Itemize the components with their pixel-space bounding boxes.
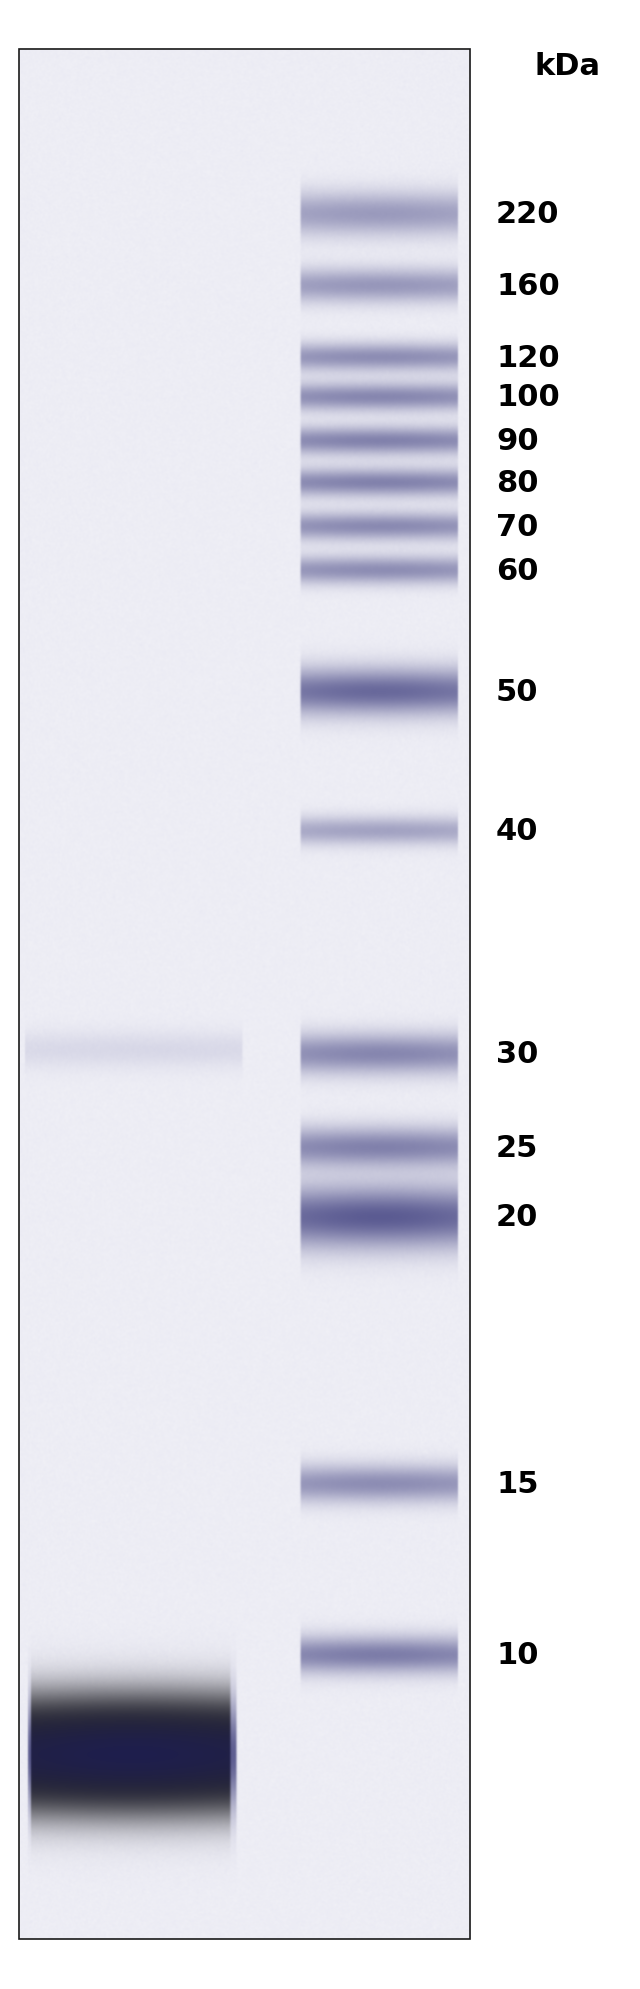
Text: 40: 40 [496, 817, 538, 845]
Text: 50: 50 [496, 678, 538, 706]
Text: 25: 25 [496, 1134, 538, 1162]
Bar [19, 50, 470, 1939]
Text: 10: 10 [496, 1641, 538, 1669]
Text: 70: 70 [496, 513, 538, 541]
Text: 100: 100 [496, 384, 560, 412]
Text: 90: 90 [496, 428, 539, 455]
Text: 60: 60 [496, 557, 538, 585]
Text: 120: 120 [496, 344, 559, 372]
Text: 20: 20 [496, 1203, 538, 1231]
Text: 30: 30 [496, 1040, 538, 1068]
Text: 160: 160 [496, 272, 560, 300]
Text: 80: 80 [496, 469, 538, 497]
Text: kDa: kDa [534, 52, 600, 82]
Text: 220: 220 [496, 201, 559, 229]
Text: 15: 15 [496, 1470, 538, 1498]
